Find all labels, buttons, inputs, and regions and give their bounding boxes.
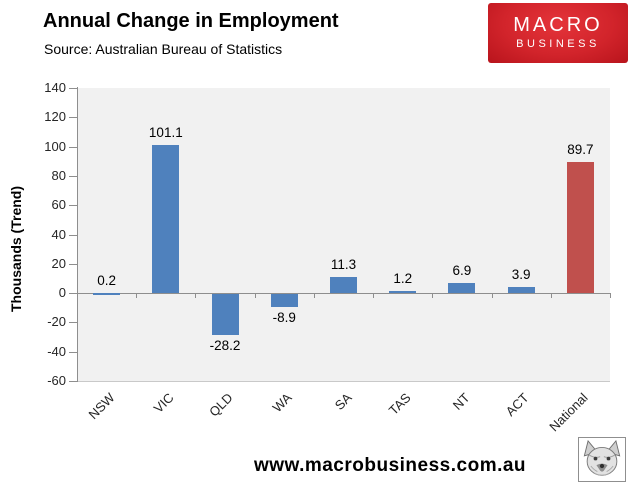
bar [211, 294, 239, 336]
bar-value-label: 3.9 [511, 267, 531, 283]
bar [566, 161, 594, 294]
y-tick-label: 120 [44, 109, 66, 125]
y-axis-line [77, 87, 78, 382]
website-text: www.macrobusiness.com.au [253, 455, 527, 476]
y-tick-label: -40 [47, 343, 66, 359]
y-tick-mark [69, 322, 77, 324]
x-tick-mark [550, 293, 552, 299]
bar-value-label: 1.2 [393, 271, 413, 287]
bar-value-label: -8.9 [272, 310, 296, 326]
y-tick-mark [69, 381, 77, 382]
macrobusiness-logo-line2: BUSINESS [516, 38, 600, 50]
bar-value-label: -28.2 [209, 338, 241, 354]
y-tick-mark [69, 146, 77, 148]
y-tick-mark [69, 175, 77, 177]
bar [93, 292, 121, 295]
y-tick-mark [69, 234, 77, 236]
y-tick-mark [69, 88, 77, 89]
y-tick-label: 100 [44, 138, 66, 154]
y-tick-mark [69, 351, 77, 353]
x-tick-mark [610, 293, 611, 299]
chart-title: Annual Change in Employment [43, 10, 339, 32]
x-tick-mark [491, 293, 493, 299]
wolf-logo [578, 437, 626, 482]
chart-source: Source: Australian Bureau of Statistics [44, 41, 283, 57]
x-tick-mark [195, 293, 197, 299]
macrobusiness-logo: MACRO BUSINESS [488, 3, 628, 63]
y-tick-mark [69, 263, 77, 265]
bar-value-label: 89.7 [567, 141, 594, 157]
y-tick-label: 80 [51, 167, 66, 183]
bar-value-label: 0.2 [97, 272, 116, 288]
y-tick-label: -60 [47, 373, 66, 388]
bar-value-label: 6.9 [452, 262, 472, 278]
y-tick-mark [69, 293, 77, 295]
bar [389, 291, 417, 294]
x-tick-mark [313, 293, 315, 299]
y-tick-label: 140 [44, 80, 66, 95]
y-tick-label: 60 [51, 197, 66, 213]
x-axis-line [77, 293, 611, 295]
bar [507, 287, 535, 294]
x-tick-mark [373, 293, 375, 299]
y-tick-label: 20 [51, 255, 66, 271]
bar-value-label: 11.3 [330, 256, 357, 272]
y-tick-label: 40 [51, 226, 66, 242]
x-tick-mark [77, 293, 78, 299]
x-tick-mark [254, 293, 256, 299]
x-tick-mark [432, 293, 434, 299]
bar [448, 282, 476, 294]
bar-value-label: 101.1 [148, 124, 183, 140]
wolf-icon [583, 440, 621, 476]
bar [152, 144, 180, 294]
bar [330, 276, 357, 294]
macrobusiness-logo-line1: MACRO [513, 14, 603, 36]
y-tick-mark [69, 205, 77, 207]
y-tick-label: -20 [47, 314, 66, 330]
y-tick-label: 0 [58, 285, 66, 301]
y-tick-mark [69, 117, 77, 119]
x-tick-mark [136, 293, 138, 299]
bar [270, 294, 298, 308]
